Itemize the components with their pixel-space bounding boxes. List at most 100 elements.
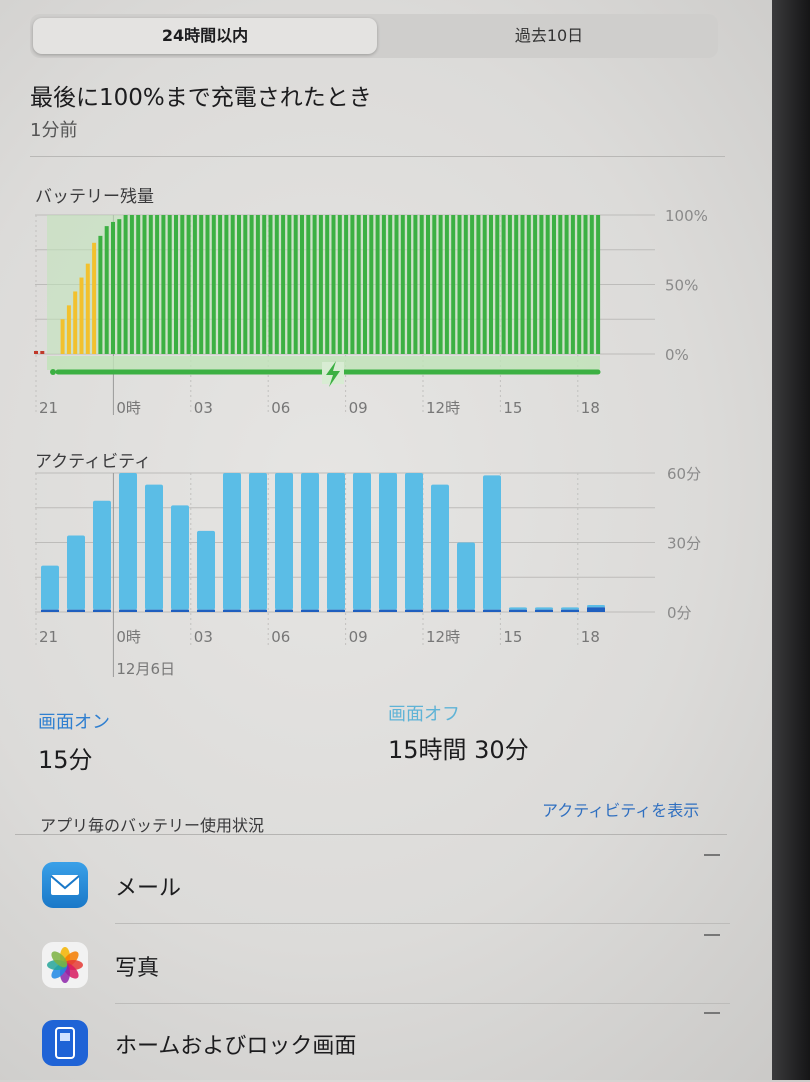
screen-on-value: 15分 — [38, 746, 93, 774]
battery-bar — [211, 215, 216, 354]
battery-bar — [281, 215, 286, 354]
battery-bar — [92, 242, 97, 354]
battery-bar — [218, 215, 223, 354]
app-name: メール — [115, 876, 182, 901]
battery-bar — [262, 215, 267, 354]
battery-bar — [167, 215, 172, 354]
battery-bar — [104, 226, 109, 354]
y-tick-label: 60分 — [667, 465, 701, 483]
screen-off-bar — [67, 535, 85, 610]
battery-bar — [564, 215, 569, 354]
screen-off-bar — [431, 484, 449, 610]
screen-on-bar — [171, 609, 189, 612]
app-row-photos[interactable]: 写真 — [15, 926, 730, 1004]
screen-off-label: 画面オフ — [388, 704, 460, 725]
battery-bar — [419, 215, 424, 354]
y-tick-label: 0% — [665, 346, 689, 364]
battery-bar — [356, 215, 361, 354]
battery-bar — [142, 215, 147, 354]
screen-on-bar — [301, 609, 319, 612]
last-charged-value: 1分前 — [30, 120, 78, 141]
x-tick-label: 21 — [39, 399, 58, 417]
screen-off-bar — [249, 473, 267, 610]
screen-on-bar — [457, 609, 475, 612]
divider — [115, 923, 730, 924]
battery-bar — [577, 215, 582, 354]
battery-bar — [199, 215, 204, 354]
battery-bar — [545, 215, 550, 354]
battery-level-title: バッテリー残量 — [35, 187, 154, 207]
screen-on-bar — [275, 609, 293, 612]
battery-bar — [501, 215, 506, 354]
battery-bar — [161, 215, 166, 354]
x-tick-label: 18 — [581, 628, 600, 646]
battery-bar — [570, 215, 575, 354]
screen-off-bar — [457, 542, 475, 610]
battery-bar — [205, 215, 210, 354]
battery-bar — [438, 215, 443, 354]
battery-bar — [457, 215, 462, 354]
segment-24-hours[interactable]: 24時間以内 — [33, 18, 377, 54]
battery-bar — [539, 215, 544, 354]
battery-bar — [344, 215, 349, 354]
usage-value-empty — [704, 934, 720, 936]
x-tick-label: 0時 — [116, 399, 141, 417]
battery-bar — [40, 351, 45, 354]
screen-on-label: 画面オン — [38, 712, 110, 733]
battery-bar — [136, 215, 141, 354]
screen-on-bar — [119, 609, 137, 612]
battery-bar — [400, 215, 405, 354]
screen-on-bar — [379, 609, 397, 612]
battery-bar — [552, 215, 556, 354]
battery-bar — [394, 215, 399, 354]
segment-10-days[interactable]: 過去10日 — [514, 26, 584, 45]
device-bezel — [772, 0, 810, 1080]
screen-off-bar — [561, 607, 579, 610]
battery-bar — [129, 215, 134, 354]
screen-off-bar — [587, 605, 605, 608]
battery-bar — [482, 215, 487, 354]
battery-bar — [413, 215, 418, 354]
screen-off-bar — [197, 530, 215, 610]
time-range-segmented-control[interactable]: 24時間以内 過去10日 — [30, 14, 718, 58]
battery-bar — [249, 215, 254, 354]
battery-bar — [318, 215, 323, 354]
battery-bar — [444, 215, 449, 354]
last-charged-title: 最後に100%まで充電されたとき — [30, 85, 372, 111]
app-row-home-lock-screen[interactable]: ホームおよびロック画面 — [15, 1004, 730, 1082]
x-tick-label: 06 — [271, 399, 290, 417]
x-tick-label: 21 — [39, 628, 58, 646]
battery-bar — [300, 215, 304, 354]
battery-bar — [174, 215, 178, 354]
battery-bar — [375, 215, 380, 354]
divider — [115, 1003, 730, 1004]
battery-bar — [268, 215, 273, 354]
y-tick-label: 50% — [665, 277, 698, 295]
x-tick-label: 09 — [349, 399, 368, 417]
battery-bar — [293, 215, 298, 354]
screen-off-bar — [535, 607, 553, 610]
battery-bar — [274, 215, 279, 354]
y-tick-label: 30分 — [667, 535, 701, 553]
screen-off-bar — [93, 500, 111, 610]
home-lock-screen-icon — [42, 1020, 88, 1066]
x-tick-label: 12時 — [426, 628, 460, 646]
battery-bar — [255, 215, 260, 354]
battery-bar — [526, 215, 531, 354]
screen-on-bar — [327, 609, 345, 612]
bolt-icon — [326, 361, 340, 387]
battery-bar — [325, 215, 330, 354]
battery-bar — [155, 215, 160, 354]
app-row-mail[interactable]: メール — [15, 846, 730, 924]
usage-value-empty — [704, 854, 720, 856]
battery-bar — [426, 215, 430, 354]
divider — [15, 834, 727, 835]
screen-on-bar — [93, 609, 111, 612]
screen-on-bar — [353, 609, 371, 612]
screen-on-bar — [223, 609, 241, 612]
x-tick-label: 03 — [194, 628, 213, 646]
battery-bar — [337, 215, 342, 354]
show-activity-link[interactable]: アクティビティを表示 — [542, 801, 700, 820]
screen-off-bar — [275, 473, 293, 610]
app-name: ホームおよびロック画面 — [115, 1034, 357, 1059]
